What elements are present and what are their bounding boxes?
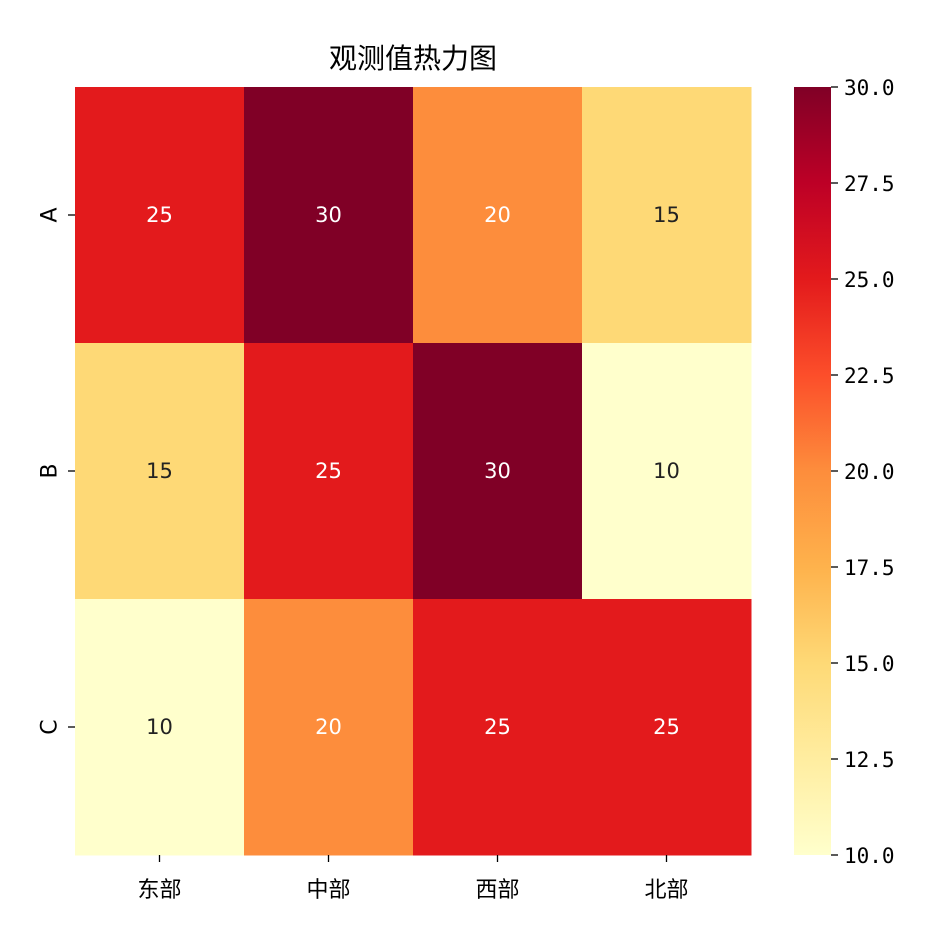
cell-value-label: 20 xyxy=(315,715,342,739)
x-tick-label: 东部 xyxy=(137,878,181,903)
cell-annotations: 25 30 20 15 15 25 30 10 10 20 25 25 xyxy=(146,203,680,739)
y-axis: A B C xyxy=(38,207,75,735)
y-tick-label: B xyxy=(38,463,63,478)
heatmap-cell xyxy=(582,599,752,856)
heatmap-cell xyxy=(244,343,414,600)
heatmap-cell xyxy=(75,343,245,600)
cell-value-label: 30 xyxy=(484,459,511,483)
colorbar-tick-label: 20.0 xyxy=(844,460,895,484)
colorbar-tick-label: 27.5 xyxy=(844,172,895,196)
chart-title: 观测值热力图 xyxy=(329,42,497,75)
cell-value-label: 20 xyxy=(484,203,511,227)
cell-value-label: 25 xyxy=(146,203,173,227)
cell-value-label: 10 xyxy=(653,459,680,483)
colorbar-tick-label: 25.0 xyxy=(844,268,895,292)
y-tick-label: A xyxy=(38,207,63,222)
colorbar-tick-label: 12.5 xyxy=(844,748,895,772)
cell-value-label: 25 xyxy=(484,715,511,739)
cell-value-label: 25 xyxy=(315,459,342,483)
colorbar-tick-label: 15.0 xyxy=(844,652,895,676)
x-tick-label: 西部 xyxy=(475,878,519,903)
cell-value-label: 15 xyxy=(146,459,173,483)
heatmap-cell xyxy=(413,87,583,344)
heatmap-cell xyxy=(75,599,245,856)
heatmap-cell xyxy=(582,87,752,344)
y-tick-label: C xyxy=(38,719,63,734)
heatmap-cell xyxy=(582,343,752,600)
cell-value-label: 10 xyxy=(146,715,173,739)
x-axis: 东部 中部 西部 北部 xyxy=(137,855,689,903)
colorbar: 10.0 12.5 15.0 17.5 20.0 22.5 25.0 27.5 30.0 xyxy=(794,76,895,868)
heatmap-cell xyxy=(413,343,583,600)
colorbar-tick-label: 22.5 xyxy=(844,364,895,388)
heatmap-cell xyxy=(244,599,414,856)
cell-value-label: 15 xyxy=(653,203,680,227)
heatmap-cell xyxy=(75,87,245,344)
heatmap-cell xyxy=(413,599,583,856)
colorbar-gradient xyxy=(794,87,831,855)
x-tick-label: 北部 xyxy=(644,878,688,903)
heatmap-cells xyxy=(75,87,752,856)
heatmap-cell xyxy=(244,87,414,344)
colorbar-tick-label: 30.0 xyxy=(844,76,895,100)
colorbar-tick-label: 17.5 xyxy=(844,556,895,580)
x-tick-label: 中部 xyxy=(306,878,350,903)
cell-value-label: 30 xyxy=(315,203,342,227)
colorbar-tick-label: 10.0 xyxy=(844,844,895,868)
cell-value-label: 25 xyxy=(653,715,680,739)
